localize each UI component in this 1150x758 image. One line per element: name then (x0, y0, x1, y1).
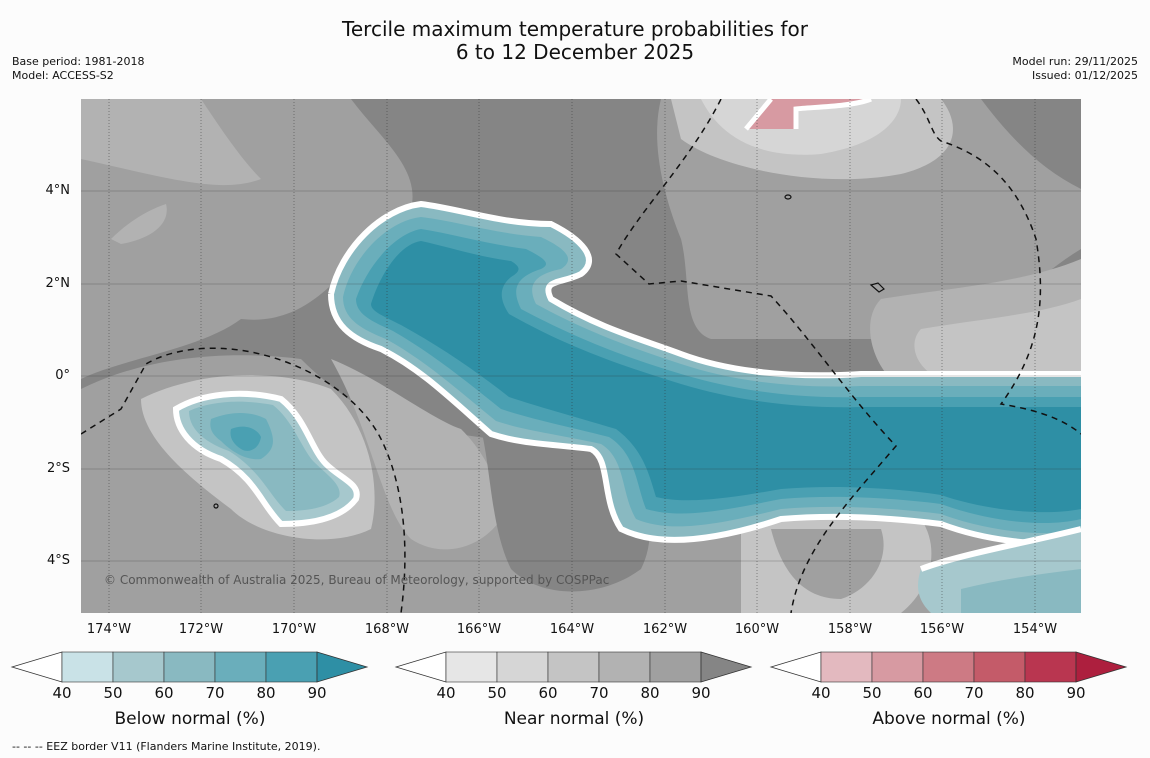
legend-title-below-normal: Below normal (%) (114, 709, 266, 729)
lon-label-164w: 164°W (549, 622, 595, 637)
above-normal-patch (744, 99, 872, 131)
colorbar-tick-label: 60 (154, 684, 174, 702)
colorbar-segment (649, 651, 702, 683)
eez-footnote: -- -- -- EEZ border V11 (Flanders Marine… (12, 740, 321, 753)
lon-label-160w: 160°W (734, 622, 780, 637)
colorbar-segment (1024, 651, 1077, 683)
colorbar-segment (547, 651, 600, 683)
model-run: Model run: 29/11/2025 (1012, 55, 1138, 68)
lon-label-168w: 168°W (364, 622, 410, 637)
below-normal-sw (172, 390, 360, 528)
issued-date: Issued: 01/12/2025 (1031, 69, 1138, 82)
colorbar-tick-label: 90 (307, 684, 327, 702)
colorbar-segment (820, 651, 873, 683)
colorbar-below-normal (10, 651, 369, 683)
lon-label-158w: 158°W (827, 622, 873, 637)
colorbar-tick-label: 70 (589, 684, 609, 702)
copyright-text: © Commonwealth of Australia 2025, Bureau… (104, 573, 609, 587)
lat-label-2s: 2°S (46, 461, 70, 476)
colorbar-segment (922, 651, 975, 683)
colorbar-high-extension (316, 651, 369, 683)
lon-label-156w: 156°W (919, 622, 965, 637)
colorbar-tick-label: 80 (256, 684, 276, 702)
colorbar-above-normal (769, 651, 1128, 683)
lon-label-172w: 172°W (178, 622, 224, 637)
colorbar-segment (163, 651, 216, 683)
colorbar-segment (112, 651, 165, 683)
eez-borders (81, 99, 1081, 613)
meta-right: Model run: 29/11/2025 Issued: 01/12/2025 (1012, 55, 1138, 83)
lon-label-174w: 174°W (86, 622, 132, 637)
colorbar-tick-label: 40 (52, 684, 72, 702)
colorbar-segment (445, 651, 498, 683)
below-normal-se (918, 526, 1081, 613)
title-line-1: Tercile maximum temperature probabilitie… (342, 17, 808, 41)
colorbar-low-extension (769, 651, 822, 683)
lon-label-166w: 166°W (456, 622, 502, 637)
colorbar-tick-label: 80 (1015, 684, 1035, 702)
lat-label-2n: 2°N (45, 276, 71, 291)
lon-label-162w: 162°W (642, 622, 688, 637)
islands (213, 194, 885, 509)
colorbar-near-normal (394, 651, 753, 683)
colorbar-tick-label: 40 (811, 684, 831, 702)
meta-left: Base period: 1981-2018 Model: ACCESS-S2 (12, 55, 144, 83)
colorbar-tick-label: 90 (691, 684, 711, 702)
colorbar-tick-label: 90 (1066, 684, 1086, 702)
colorbar-segment (265, 651, 318, 683)
legend-title-near-normal: Near normal (%) (503, 709, 645, 729)
near-normal-70-nw (81, 99, 261, 186)
colorbar-segment (973, 651, 1026, 683)
colorbar-high-extension (700, 651, 753, 683)
lat-gridlines (81, 190, 1081, 562)
colorbar-tick-label: 50 (103, 684, 123, 702)
colorbar-tick-label: 40 (436, 684, 456, 702)
colorbar-low-extension (10, 651, 63, 683)
colorbar-tick-label: 50 (862, 684, 882, 702)
colorbar-segment (61, 651, 114, 683)
map-svg: © Commonwealth of Australia 2025, Bureau… (81, 99, 1081, 613)
base-period: Base period: 1981-2018 (12, 55, 145, 68)
colorbar-tick-label: 80 (640, 684, 660, 702)
colorbar-tick-label: 50 (487, 684, 507, 702)
near-normal-70-patch (111, 204, 167, 244)
colorbar-tick-label: 60 (913, 684, 933, 702)
below-normal-main (328, 200, 1081, 546)
lat-label-4s: 4°S (46, 553, 70, 568)
colorbar-high-extension (1075, 651, 1128, 683)
colorbar-tick-label: 60 (538, 684, 558, 702)
colorbar-segment (871, 651, 924, 683)
near-normal-70-sw2 (331, 359, 501, 550)
near-normal-50-north (701, 99, 901, 155)
colorbar-segment (496, 651, 549, 683)
lat-label-0: 0° (55, 368, 70, 383)
colorbar-low-extension (394, 651, 447, 683)
colorbar-tick-label: 70 (205, 684, 225, 702)
model-name: Model: ACCESS-S2 (12, 69, 114, 82)
lon-label-170w: 170°W (271, 622, 317, 637)
colorbar-tick-label: 70 (964, 684, 984, 702)
lat-label-4n: 4°N (45, 183, 71, 198)
colorbar-segment (598, 651, 651, 683)
lon-label-154w: 154°W (1012, 622, 1058, 637)
near-normal-60-east (914, 299, 1081, 374)
colorbar-segment (214, 651, 267, 683)
probability-map: © Commonwealth of Australia 2025, Bureau… (81, 99, 1081, 613)
legend-title-above-normal: Above normal (%) (872, 709, 1026, 729)
map-title: Tercile maximum temperature probabilitie… (0, 18, 1150, 64)
title-line-2: 6 to 12 December 2025 (455, 40, 695, 64)
